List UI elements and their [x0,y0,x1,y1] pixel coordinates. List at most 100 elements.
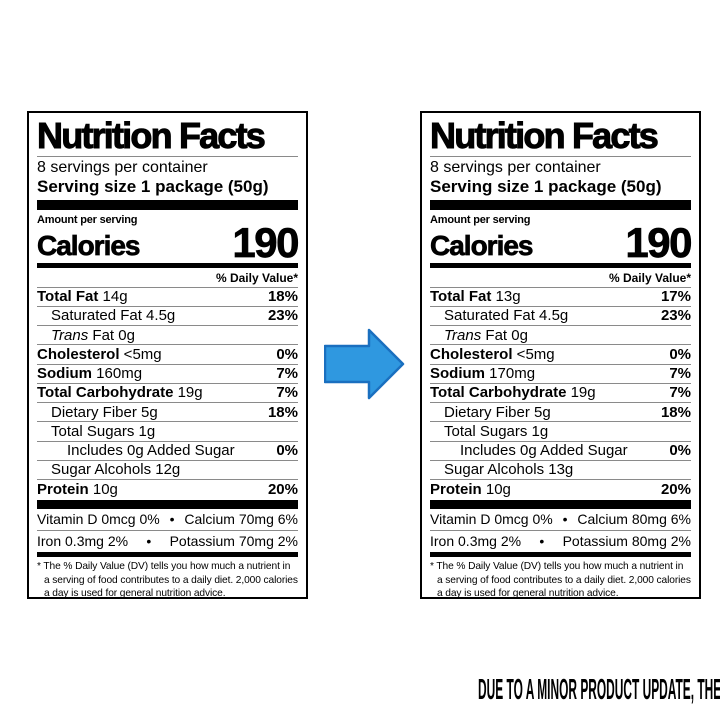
right-arrow-icon [324,328,405,400]
micronutrient-left: Vitamin D 0mcg 0% [430,511,553,528]
nutrient-row: Total Sugars 1g [37,421,298,440]
nutrient-daily-value: 18% [267,403,298,421]
nutrient-daily-value: 7% [276,384,298,402]
nutrient-row: Saturated Fat 4.5g 23% [430,305,691,325]
nutrient-daily-value: 7% [669,384,691,402]
title-rule [430,156,691,158]
bottom-caption: DUE TO A MINOR PRODUCT UPDATE, THERE IS … [0,676,720,705]
nutrient-row: Total Fat 14g 18% [37,286,298,306]
amount-per-serving-label: Amount per serving [430,214,531,227]
bullet-separator: • [562,511,568,528]
bullet-separator: • [539,532,545,549]
nutrient-name: Cholesterol <5mg [430,345,555,363]
calories-value: 190 [232,219,300,267]
nutrient-name: Sodium 170mg [430,365,536,383]
title-rule [37,156,298,158]
thick-separator-bottom [37,500,298,510]
bullet-separator: • [169,511,175,528]
thick-separator [37,200,298,211]
micronutrient-row: Vitamin D 0mcg 0% • Calcium 70mg 6% [37,509,298,529]
nutrient-name: Total Sugars 1g [51,422,156,440]
nutrient-row: Total Carbohydrate 19g 7% [37,382,298,402]
nutrient-row: Trans Fat 0g [430,325,691,344]
micronutrient-right: Calcium 70mg 6% [184,511,298,528]
servings-per-container: 8 servings per container [37,159,208,177]
nutrient-name: Sodium 160mg [37,365,143,383]
nutrient-name: Trans Fat 0g [51,326,135,344]
nutrient-name: Dietary Fiber 5g [444,403,551,421]
nutrient-daily-value: 23% [660,307,691,325]
micronutrient-left: Iron 0.3mg 2% [37,532,129,549]
micronutrient-row: Iron 0.3mg 2% • Potassium 70mg 2% [37,529,298,551]
nutrient-name: Saturated Fat 4.5g [51,307,176,325]
micronutrient-left: Vitamin D 0mcg 0% [37,511,160,528]
nutrient-row: Sugar Alcohols 13g [430,459,691,479]
bottom-caption-text: DUE TO A MINOR PRODUCT UPDATE, THERE IS … [478,674,720,706]
nutrient-daily-value: 18% [660,403,691,421]
amount-per-serving-label: Amount per serving [37,214,138,227]
serving-size: Serving size 1 package (50g) [430,177,662,197]
nutrient-name: Total Carbohydrate 19g [37,384,203,402]
nutrient-row: Sodium 160mg 7% [37,363,298,383]
nutrient-name: Total Carbohydrate 19g [430,384,596,402]
nutrient-name: Trans Fat 0g [444,326,528,344]
nutrient-daily-value: 20% [660,480,691,498]
nutrition-label-after: Nutrition Facts 8 servings per container S… [420,111,701,599]
daily-value-header: % Daily Value* [608,270,691,285]
nutrient-row: Protein 10g 20% [37,479,298,498]
label-title: Nutrition Facts [37,115,267,156]
nutrient-row: Dietary Fiber 5g 18% [430,402,691,421]
calories-row: Calories 190 [430,219,693,267]
micronutrient-row: Iron 0.3mg 2% • Potassium 80mg 2% [430,529,691,551]
nutrient-daily-value: 17% [660,288,691,306]
right-arrow-shape [324,328,405,400]
thick-separator [430,200,691,211]
daily-value-header: % Daily Value* [215,270,298,285]
label-title: Nutrition Facts [430,115,660,156]
nutrient-row: Total Carbohydrate 19g 7% [430,382,691,402]
nutrient-row: Trans Fat 0g [37,325,298,344]
nutrient-row: Includes 0g Added Sugar 0% [430,440,691,460]
nutrient-row: Cholesterol <5mg 0% [430,344,691,363]
nutrient-name: Dietary Fiber 5g [51,403,158,421]
calories-value: 190 [625,219,693,267]
micronutrient-right: Potassium 80mg 2% [562,532,691,549]
nutrient-name: Includes 0g Added Sugar [460,442,628,460]
calories-label: Calories [430,229,534,261]
nutrient-daily-value: 0% [669,442,691,460]
nutrient-row: Includes 0g Added Sugar 0% [37,440,298,460]
nutrient-name: Protein 10g [430,480,511,498]
nutrient-row: Protein 10g 20% [430,479,691,498]
nutrient-row: Cholesterol <5mg 0% [37,344,298,363]
nutrient-row: Saturated Fat 4.5g 23% [37,305,298,325]
nutrition-label-before: Nutrition Facts 8 servings per container S… [27,111,308,599]
nutrient-daily-value: 0% [276,442,298,460]
nutrient-name: Sugar Alcohols 13g [444,461,574,479]
nutrient-row: Total Fat 13g 17% [430,286,691,306]
footnote-separator [430,552,691,558]
calories-label: Calories [37,229,141,261]
nutrient-row: Sodium 170mg 7% [430,363,691,383]
nutrient-row: Total Sugars 1g [430,421,691,440]
micronutrient-right: Calcium 80mg 6% [577,511,691,528]
nutrient-daily-value: 23% [267,307,298,325]
serving-size: Serving size 1 package (50g) [37,177,269,197]
nutrient-daily-value: 20% [267,480,298,498]
nutrient-daily-value: 0% [669,345,691,363]
footnote-separator [37,552,298,558]
nutrient-name: Total Fat 14g [37,288,128,306]
nutrient-daily-value: 0% [276,345,298,363]
nutrient-name: Includes 0g Added Sugar [67,442,235,460]
nutrient-name: Total Fat 13g [430,288,521,306]
nutrient-name: Protein 10g [37,480,118,498]
micronutrient-left: Iron 0.3mg 2% [430,532,522,549]
nutrient-row: Sugar Alcohols 12g [37,459,298,479]
bullet-separator: • [146,532,152,549]
nutrient-name: Cholesterol <5mg [37,345,162,363]
daily-value-footnote: * The % Daily Value (DV) tells you how m… [430,561,691,599]
micronutrient-right: Potassium 70mg 2% [169,532,298,549]
servings-per-container: 8 servings per container [430,159,601,177]
calories-row: Calories 190 [37,219,300,267]
nutrient-row: Dietary Fiber 5g 18% [37,402,298,421]
nutrient-name: Sugar Alcohols 12g [51,461,181,479]
